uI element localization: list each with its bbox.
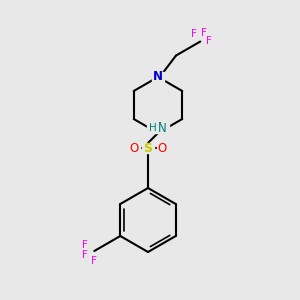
Bar [152, 72, 164, 82]
Text: O: O [129, 142, 139, 154]
Text: F: F [206, 36, 212, 46]
Text: F: F [201, 28, 207, 38]
Text: F: F [82, 240, 88, 250]
Bar [128, 143, 140, 153]
Bar [157, 143, 167, 153]
Text: O: O [158, 142, 166, 154]
Text: N: N [158, 122, 166, 134]
Bar [147, 123, 169, 133]
Text: F: F [191, 28, 197, 39]
Text: S: S [143, 142, 152, 154]
Text: F: F [82, 250, 88, 260]
Text: N: N [153, 70, 163, 83]
Text: F: F [92, 256, 97, 266]
Text: H: H [149, 123, 157, 133]
Bar [142, 143, 154, 153]
